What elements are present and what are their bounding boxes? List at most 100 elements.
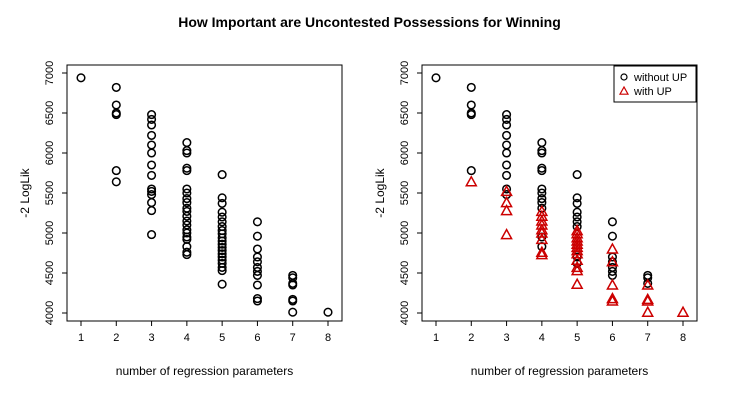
x-tick-label: 2 (468, 332, 474, 344)
data-point-circle (182, 184, 192, 194)
data-point-triangle (570, 260, 584, 273)
data-point-circle (182, 250, 192, 260)
y-tick-label: 7000 (44, 61, 56, 85)
data-point-circle (466, 82, 476, 92)
data-point-circle (537, 148, 547, 158)
data-point-circle (252, 266, 262, 276)
x-axis-title: number of regression parameters (471, 364, 648, 378)
data-point-circle (217, 217, 227, 227)
data-point-circle (502, 114, 512, 124)
data-point-circle (111, 82, 121, 92)
data-point-circle (572, 212, 582, 222)
right-scatter-panel: 1 2 3 4 5 6 7 8 4000 4500 5000 5500 6000 6500 7000 numb… (373, 61, 698, 378)
data-point-triangle (570, 277, 584, 289)
data-point-triangle (606, 292, 619, 304)
data-point-triangle (535, 232, 549, 245)
y-tick-label: 5500 (44, 181, 56, 205)
y-tick-label: 6500 (399, 101, 411, 125)
x-tick-label: 3 (504, 332, 510, 344)
y-tick-label: 5000 (399, 221, 411, 245)
data-point-circle (182, 194, 192, 204)
data-point-circle (323, 307, 333, 317)
data-point-circle (147, 148, 157, 158)
figure-title: How Important are Uncontested Possession… (178, 14, 561, 30)
data-point-circle (502, 130, 512, 140)
x-tick-label: 6 (254, 332, 260, 344)
data-point-circle (537, 188, 547, 198)
data-point-triangle (641, 294, 654, 306)
data-point-circle (76, 73, 86, 83)
data-point-circle (502, 148, 512, 158)
data-point-triangle (465, 175, 478, 187)
data-point-triangle (606, 278, 619, 290)
x-tick-label: 4 (184, 332, 190, 344)
data-point-circle (182, 148, 192, 158)
legend-label: without UP (633, 72, 687, 84)
data-point-circle (147, 114, 157, 124)
data-point-circle (111, 177, 121, 187)
x-tick-label: 4 (539, 332, 545, 344)
data-point-circle (111, 110, 121, 120)
y-tick-label: 6500 (44, 101, 56, 125)
data-point-circle (147, 230, 157, 240)
x-tick-label: 7 (645, 332, 651, 344)
data-point-circle (217, 239, 227, 249)
data-point-circle (182, 198, 192, 208)
x-axis-title: number of regression parameters (116, 364, 293, 378)
y-tick-label: 7000 (399, 61, 411, 85)
data-point-circle (607, 217, 617, 227)
data-point-circle (217, 170, 227, 180)
x-tick-label: 1 (433, 332, 439, 344)
y-axis-title: -2 LogLik (373, 167, 387, 217)
data-point-circle (217, 212, 227, 222)
data-point-triangle (606, 242, 619, 254)
y-tick-label: 4000 (399, 301, 411, 325)
x-tick-label: 2 (113, 332, 119, 344)
data-point-circle (147, 110, 157, 120)
x-tick-label: 8 (325, 332, 331, 344)
data-point-circle (182, 206, 192, 216)
legend: without UP with UP (613, 65, 697, 103)
data-point-circle (572, 207, 582, 217)
data-point-circle (217, 193, 227, 203)
data-point-circle (537, 184, 547, 194)
data-point-circle (252, 231, 262, 241)
data-point-circle (147, 160, 157, 170)
data-point-triangle (676, 305, 690, 317)
data-point-circle (607, 231, 617, 241)
data-point-circle (217, 262, 227, 272)
data-point-circle (182, 228, 192, 238)
legend-circle-icon (620, 73, 628, 81)
data-point-circle (182, 166, 192, 176)
x-tick-label: 5 (219, 332, 225, 344)
data-point-triangle (535, 245, 549, 257)
data-point-triangle (570, 247, 584, 259)
data-point-circle (252, 270, 262, 280)
x-tick-label: 1 (78, 332, 84, 344)
x-tick-label: 5 (574, 332, 580, 344)
y-tick-label: 4500 (399, 261, 411, 285)
data-point-circle (252, 296, 262, 306)
x-tick-label: 7 (290, 332, 296, 344)
y-tick-label: 5500 (399, 181, 411, 205)
data-point-circle (572, 193, 582, 203)
legend-label: with UP (633, 86, 672, 98)
data-point-circle (147, 186, 157, 196)
data-point-circle (217, 249, 227, 259)
data-point-circle (572, 198, 582, 208)
data-point-circle (217, 233, 227, 243)
data-point-triangle (500, 204, 513, 216)
x-tick-label: 6 (609, 332, 615, 344)
y-tick-label: 4000 (44, 301, 56, 325)
y-tick-label: 6000 (399, 141, 411, 165)
data-point-circle (502, 120, 512, 130)
left-scatter-panel: 1 2 3 4 5 6 7 8 4000 4500 5000 5500 6000 6500 7000 numb… (18, 61, 343, 378)
data-point-circle (502, 160, 512, 170)
data-point-circle (537, 194, 547, 204)
data-point-circle (217, 246, 227, 256)
data-point-circle (252, 252, 262, 262)
data-point-circle (217, 266, 227, 276)
y-tick-label: 4500 (44, 261, 56, 285)
legend-box (613, 65, 697, 103)
data-point-circle (217, 198, 227, 208)
